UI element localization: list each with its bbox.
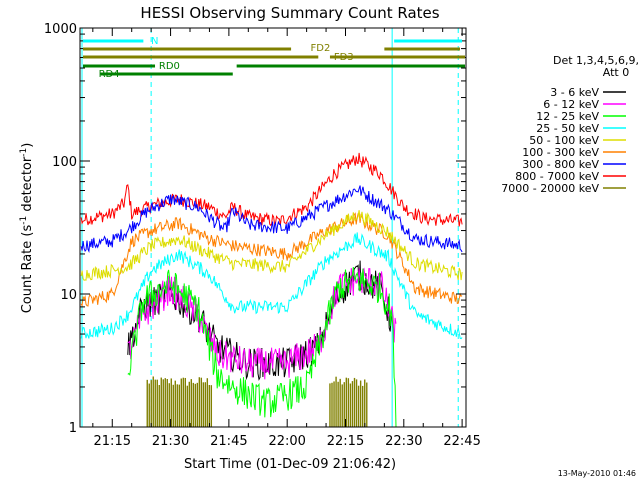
legend-label: 12 - 25 keV (536, 110, 599, 123)
series-line-50-100-kev (80, 210, 463, 281)
flag-label-fd3: FD3 (334, 52, 354, 63)
y-tick-label: 100 (52, 155, 77, 170)
y-tick-label: 1000 (44, 22, 77, 37)
legend-label: 100 - 300 keV (522, 146, 599, 159)
legend-label: 6 - 12 keV (543, 98, 599, 111)
x-tick-label: 21:15 (94, 434, 131, 449)
legend-label: 7000 - 20000 keV (501, 182, 599, 195)
y-tick-label: 1 (69, 421, 77, 436)
x-tick-label: 22:15 (327, 434, 364, 449)
legend-header-line2: Att 0 (603, 66, 629, 79)
series-line-25-50-kev (80, 232, 463, 340)
flag-label-n: N (151, 36, 158, 47)
legend-label: 800 - 7000 keV (515, 170, 599, 183)
series-line-6-12-kev (127, 267, 397, 380)
y-axis-label-end: ) (20, 143, 35, 148)
legend-label: 3 - 6 keV (550, 86, 599, 99)
y-axis-label: Count Rate (s-1 detector-1) (19, 143, 35, 314)
series-line-100-300-kev (80, 212, 463, 308)
series-line-300-800-kev (80, 185, 463, 254)
plot-frame (79, 27, 467, 428)
x-tick-label: 21:30 (152, 434, 189, 449)
footer-date: 13-May-2010 01:46 (558, 469, 636, 478)
axes: 21:15 21:30 21:45 22:00 22:15 22:30 22:45 1 10 10… (44, 22, 481, 449)
series-line-800-7000-kev (80, 152, 463, 227)
y-axis-label-mid: detector (20, 156, 35, 216)
y-axis-label-sup2: -1 (19, 148, 29, 157)
legend-label: 300 - 800 keV (522, 158, 599, 171)
x-axis-label: Start Time (01-Dec-09 21:06:42) (184, 457, 396, 472)
plot-content (80, 28, 463, 428)
flag-label-rd0: RD0 (159, 61, 180, 72)
flag-label-fd2: FD2 (311, 43, 331, 54)
y-axis-label-main: Count Rate (s (20, 225, 35, 314)
legend-header-line1: Det 1,3,4,5,6,9, (553, 54, 639, 67)
x-tick-label: 22:30 (385, 434, 422, 449)
y-axis-label-sup1: -1 (19, 216, 29, 225)
legend-label: 50 - 100 keV (529, 134, 599, 147)
flag-label-rd4: RD4 (99, 69, 120, 80)
x-tick-label: 22:45 (443, 434, 480, 449)
x-tick-label: 22:00 (268, 434, 305, 449)
legend-label: 25 - 50 keV (536, 122, 599, 135)
chart-title: HESSI Observing Summary Count Rates (140, 4, 439, 22)
series-line-12-25-kev (127, 266, 397, 428)
y-tick-label: 10 (60, 288, 77, 303)
x-tick-label: 21:45 (210, 434, 247, 449)
